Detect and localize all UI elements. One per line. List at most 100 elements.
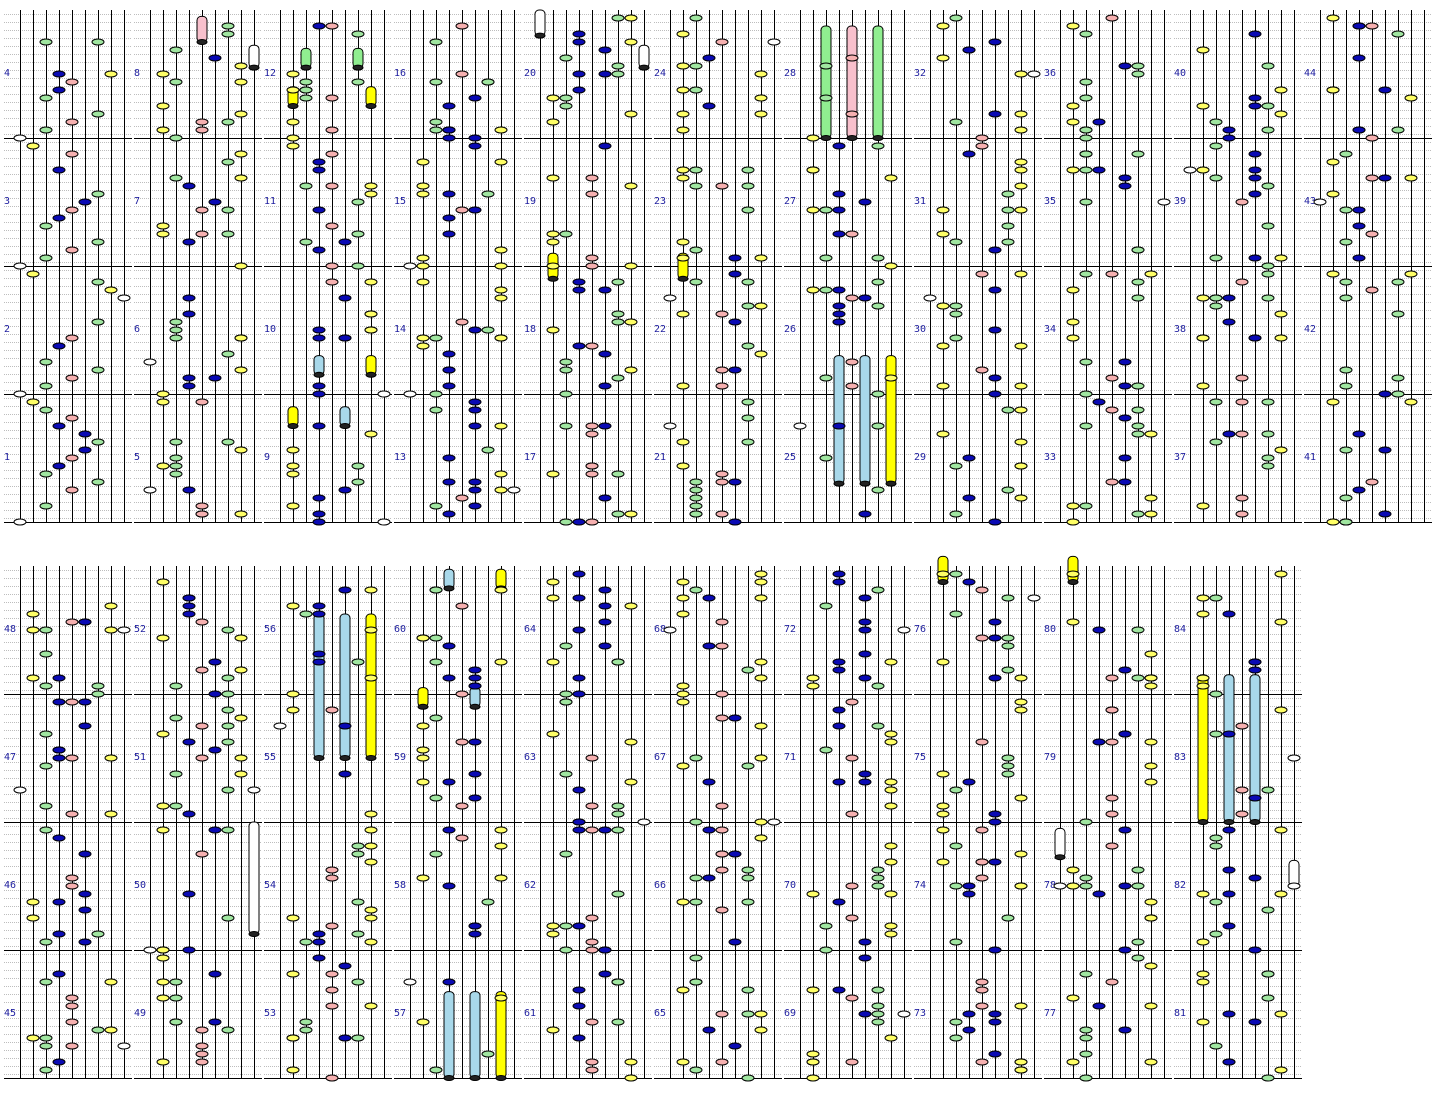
yellow-note xyxy=(1144,494,1158,502)
measure-number: 63 xyxy=(524,752,536,763)
blue-note xyxy=(338,294,352,302)
green-note xyxy=(949,238,963,246)
measure-number: 70 xyxy=(784,880,796,891)
green-note xyxy=(1209,898,1223,906)
green-note xyxy=(949,882,963,890)
yellow-note xyxy=(1274,446,1288,454)
blue-note xyxy=(78,906,92,914)
blue-note xyxy=(1118,174,1132,182)
green-note xyxy=(39,470,53,478)
green-note xyxy=(351,930,365,938)
measure-number: 29 xyxy=(914,452,926,463)
pink-note xyxy=(195,754,209,762)
blue-note xyxy=(1222,610,1236,618)
blue-note xyxy=(962,578,976,586)
blue-note xyxy=(1352,206,1366,214)
yellow-note xyxy=(754,254,768,262)
blue-note xyxy=(442,674,456,682)
green-note xyxy=(169,978,183,986)
green-note xyxy=(611,658,625,666)
green-note xyxy=(689,182,703,190)
measure-number: 40 xyxy=(1174,68,1186,79)
yellow-note xyxy=(1014,438,1028,446)
blue-note xyxy=(78,722,92,730)
green-note xyxy=(481,1050,495,1058)
yellow-note xyxy=(1014,158,1028,166)
blue-note xyxy=(312,510,326,518)
green-note xyxy=(1079,1026,1093,1034)
yellow-note xyxy=(1066,882,1080,890)
blue-note xyxy=(988,390,1002,398)
green-note xyxy=(91,278,105,286)
yellow-note xyxy=(676,62,690,70)
blue-note xyxy=(598,586,612,594)
yellow-note xyxy=(1196,294,1210,302)
yellow-note xyxy=(1196,938,1210,946)
green-note xyxy=(39,1034,53,1042)
blue-note xyxy=(182,238,196,246)
green-note xyxy=(221,706,235,714)
measure-number: 55 xyxy=(264,752,276,763)
pink-note xyxy=(585,262,599,270)
pink-note xyxy=(325,706,339,714)
white-note xyxy=(13,786,27,794)
pink-note xyxy=(325,182,339,190)
green-note xyxy=(1079,166,1093,174)
yellow-note xyxy=(156,946,170,954)
yellow-note xyxy=(546,262,560,270)
pink-note xyxy=(715,478,729,486)
green-note xyxy=(1339,150,1353,158)
blue-note xyxy=(962,1010,976,1018)
blue-note xyxy=(598,826,612,834)
blue-note xyxy=(1378,446,1392,454)
white-note xyxy=(1287,882,1301,890)
pink-note xyxy=(1105,706,1119,714)
blue-note xyxy=(208,54,222,62)
yellow-note xyxy=(1196,978,1210,986)
blue-note xyxy=(182,738,196,746)
blue-note xyxy=(312,650,326,658)
measure-number: 52 xyxy=(134,624,146,635)
green-note xyxy=(91,682,105,690)
long-note xyxy=(1054,827,1066,858)
yellow-note xyxy=(1274,890,1288,898)
yellow-note xyxy=(546,230,560,238)
blue-note xyxy=(52,698,66,706)
pink-note xyxy=(65,754,79,762)
green-note xyxy=(611,978,625,986)
blue-note xyxy=(988,110,1002,118)
yellow-note xyxy=(884,930,898,938)
chart-column xyxy=(4,566,132,1079)
yellow-note xyxy=(156,462,170,470)
measure-number: 50 xyxy=(134,880,146,891)
blue-note xyxy=(312,610,326,618)
green-note xyxy=(689,86,703,94)
green-note xyxy=(351,230,365,238)
blue-note xyxy=(1222,294,1236,302)
green-note xyxy=(611,374,625,382)
long-note-tail xyxy=(547,275,559,282)
green-note xyxy=(429,118,443,126)
pink-note xyxy=(1365,134,1379,142)
yellow-note xyxy=(1144,270,1158,278)
blue-note xyxy=(832,142,846,150)
green-note xyxy=(1001,762,1015,770)
pink-note xyxy=(1105,478,1119,486)
blue-note xyxy=(832,986,846,994)
blue-note xyxy=(598,946,612,954)
green-note xyxy=(221,914,235,922)
yellow-note xyxy=(234,510,248,518)
blue-note xyxy=(832,658,846,666)
long-note-tail xyxy=(287,103,299,109)
long-note-tail xyxy=(833,480,845,487)
green-note xyxy=(1001,634,1015,642)
pink-note xyxy=(715,826,729,834)
green-note xyxy=(351,898,365,906)
yellow-note xyxy=(234,110,248,118)
yellow-note xyxy=(546,94,560,102)
long-note-tail xyxy=(846,135,858,141)
green-note xyxy=(871,278,885,286)
blue-note xyxy=(468,422,482,430)
yellow-note xyxy=(104,626,118,634)
yellow-note xyxy=(1196,610,1210,618)
